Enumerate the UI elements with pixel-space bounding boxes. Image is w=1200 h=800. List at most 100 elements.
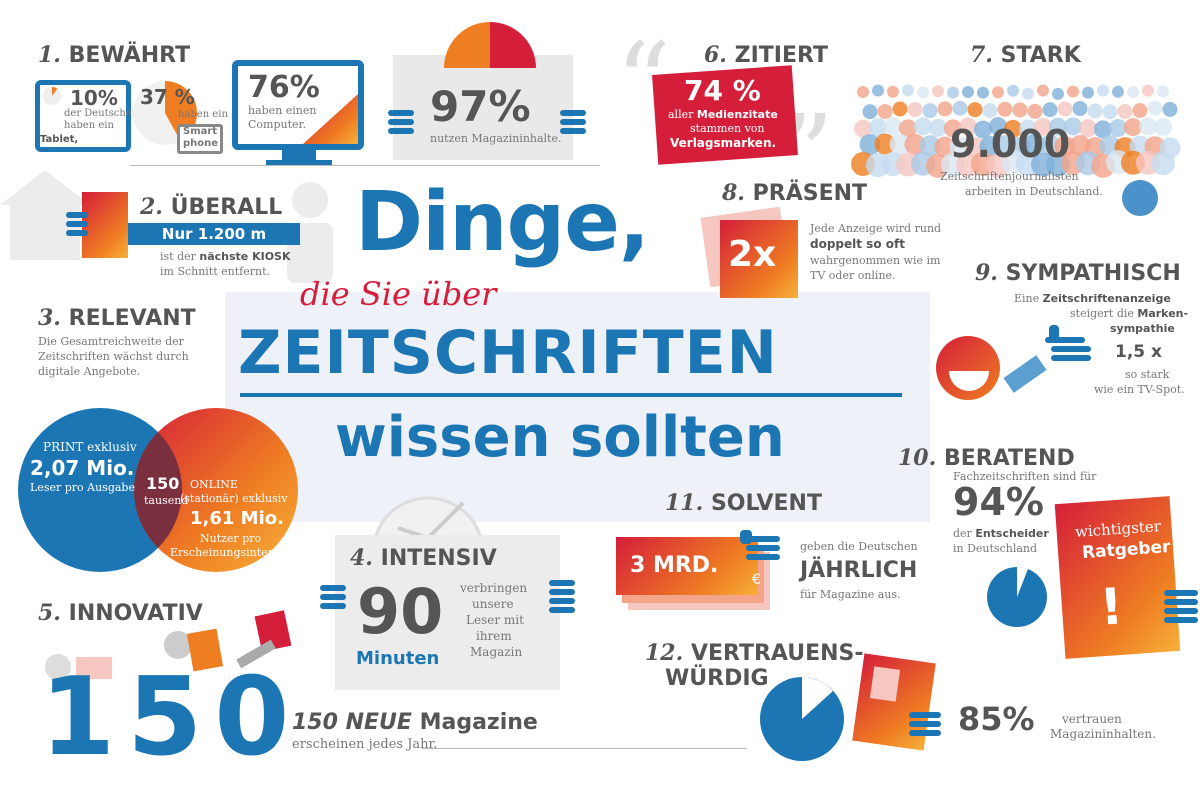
hand-beratend [1164, 590, 1198, 623]
relevant-text-2: Zeitschriften wächst durch [38, 350, 189, 363]
overlap-value: 150 [146, 474, 180, 493]
innovativ-line: 150 NEUE Magazine [292, 710, 538, 735]
tablet-text-3: Tablet, [40, 134, 79, 145]
title-line-2: die Sie über [300, 275, 497, 313]
divider-line-top [130, 165, 600, 166]
vertrauen-text-2: Magazininhalten. [1050, 727, 1156, 741]
heading-praesent: 8. PRÄSENT [722, 180, 868, 206]
computer-percent: 76% [248, 70, 320, 105]
ueberall-text-1: ist der nächste KIOSK [160, 250, 291, 263]
crowd-person-dot [869, 118, 887, 137]
solvent-big: JÄHRLICH [800, 558, 918, 583]
online-sub-2: Erscheinungsintervall [170, 546, 293, 559]
hand-ueberall [66, 212, 90, 240]
crowd-person-dot [1154, 117, 1172, 136]
overlap-sub: tausend [144, 494, 189, 507]
crowd-person-dot [904, 133, 926, 155]
zitiert-text-1: aller Medienzitate [668, 108, 778, 121]
crowd-person-dot [1019, 119, 1037, 138]
vertrauen-magazine-cover [869, 666, 901, 702]
crowd-person-dot [992, 86, 1004, 99]
tablet-percent: 10% [70, 86, 118, 110]
crowd-person-dot [902, 84, 914, 97]
crowd-person-dot [1052, 87, 1064, 100]
heading-sympathisch: 9. SYMPATHISCH [975, 260, 1181, 286]
tablet-text-2: haben ein [64, 120, 114, 131]
heading-vertrauen-2: WÜRDIG [665, 666, 769, 691]
title-panel [225, 292, 930, 522]
zitiert-text-3: Verlagsmarken. [670, 136, 777, 150]
crowd-person-dot [877, 104, 893, 120]
crowd-person-dot [989, 117, 1007, 136]
praesent-front-card [720, 220, 798, 298]
crowd-person-dot [889, 133, 911, 155]
crowd-person-dot [1142, 84, 1154, 97]
vertrauen-value: 85% [958, 700, 1035, 738]
print-value: 2,07 Mio. [30, 456, 135, 480]
crowd-person-dot [872, 84, 884, 97]
title-line-1: Dinge, [355, 175, 650, 270]
heading-innovativ: 5. INNOVATIV [38, 600, 203, 626]
relevant-text-3: digitale Angebote. [38, 365, 141, 378]
sympathisch-text-1: Eine Zeitschriftenanzeige [1014, 292, 1171, 305]
tablet-pie-icon [43, 86, 61, 105]
heading-relevant: 3. RELEVANT [38, 305, 196, 331]
hand-right-97 [556, 108, 586, 138]
crowd-person-dot [959, 117, 977, 136]
divider-line-bottom [422, 748, 747, 749]
crowd-person-dot [1132, 103, 1148, 119]
crowd-person-dot [947, 86, 959, 99]
innovativ-people-graphic [45, 610, 292, 680]
zitiert-text-2: stammen von [690, 122, 765, 135]
sympathisch-text-5: wie ein TV-Spot. [1094, 383, 1185, 396]
relevant-text-1: Die Gesamtreichweite der [38, 335, 184, 348]
tablet-graphic [35, 80, 131, 152]
heading-solvent: 11. SOLVENT [665, 490, 822, 516]
beratend-text-2: der Entscheider [953, 527, 1049, 540]
crowd-person-dot [937, 101, 953, 117]
solvent-money: 3 MRD. [630, 553, 719, 578]
crowd-person-dot [1057, 101, 1073, 117]
beratend-value: 94% [953, 480, 1044, 524]
crowd-person-dot [1162, 101, 1178, 117]
crowd-person-dot [1072, 101, 1088, 117]
crowd-person-dot [962, 85, 974, 98]
crowd-person-dot [1067, 85, 1079, 98]
pie-chart-97 [444, 22, 536, 68]
crowd-person-dot [892, 101, 908, 117]
online-sub-1: Nutzer pro [200, 532, 262, 545]
title-line-3: ZEITSCHRIFTEN [238, 318, 778, 388]
computer-base [266, 160, 332, 166]
zitiert-value: 74 % [684, 74, 761, 107]
hand-left-intensiv [320, 585, 350, 615]
hand-right-intensiv [545, 580, 575, 616]
crowd-person-dot [1012, 102, 1028, 118]
smiley-icon [936, 336, 1000, 400]
stark-text-2: arbeiten in Deutschland. [965, 185, 1103, 198]
ratgeber-exclamation: ! [1098, 577, 1125, 637]
computer-text-1: haben einen [248, 104, 317, 117]
crowd-person-dot [952, 100, 968, 116]
hand-solvent [740, 530, 780, 560]
crowd-person-dot [857, 85, 869, 98]
magazine-graphic-intensiv [335, 535, 560, 690]
vertrauen-text-1: vertrauen [1062, 712, 1122, 726]
crowd-person-dot [1139, 117, 1157, 136]
crowd-person-dot [1087, 103, 1103, 119]
crowd-person-dot [974, 120, 992, 139]
online-value: 1,61 Mio. [190, 508, 284, 529]
crowd-person-dot [874, 133, 896, 155]
beratend-text-1: Fachzeitschriften sind für [953, 470, 1097, 483]
crowd-person-dot [854, 119, 872, 138]
crowd-person-dot [1064, 117, 1082, 136]
hand-left-97 [388, 108, 418, 138]
crowd-person-dot [1147, 100, 1163, 116]
ueberall-text-2: im Schnitt entfernt. [160, 265, 271, 278]
heading-ueberall: 2. ÜBERALL [140, 194, 283, 220]
crowd-person-dot [932, 85, 944, 98]
sympathisch-value: 1,5 x [1115, 342, 1162, 362]
crowd-person-dot [914, 117, 932, 136]
house-outline-graphic [0, 170, 90, 260]
crowd-person-dot [1037, 84, 1049, 97]
crowd-person-dot [1082, 86, 1094, 99]
